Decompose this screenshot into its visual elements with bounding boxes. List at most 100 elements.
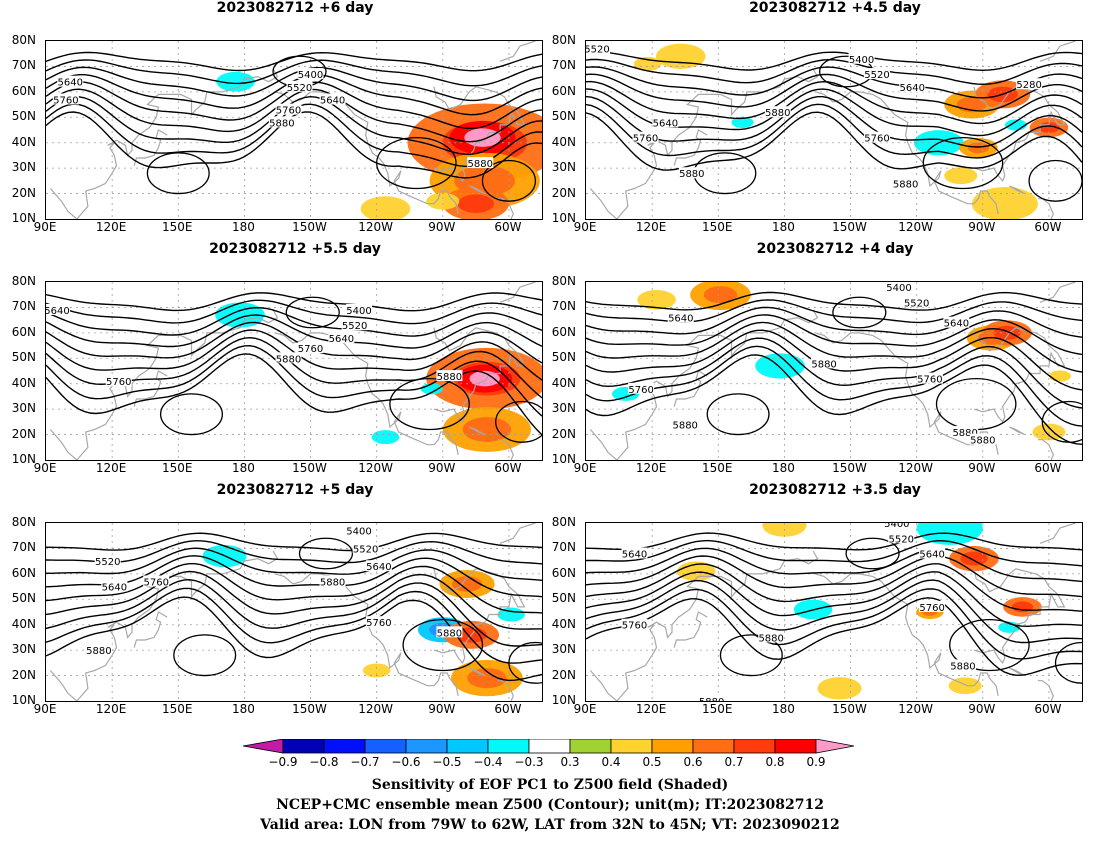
colorbar-swatch [733,738,776,754]
contour-line [46,596,542,682]
shading-area [360,196,411,219]
contour-label-bg [943,316,970,328]
contour-label-bg [758,631,785,643]
contour-label-bg [672,418,699,430]
lat-tick-label: 80N [11,274,36,288]
contour-label: 5880 [952,428,977,439]
map-plot-area: 5400 5520 5520 5640 5640 5760 5880 5760 5880 5880 [45,522,543,702]
contour-label-bg [286,80,313,92]
colorbar-swatch [364,738,407,754]
coastline [497,198,514,219]
contour-label-bg [952,426,979,438]
coastline [499,282,536,303]
contour-label: 5760 [864,134,889,145]
coastline [497,439,514,460]
caption-line-1: Sensitivity of EOF PC1 to Z500 field (Sh… [371,777,729,793]
contour-label: 5880 [893,179,918,190]
coastline [673,129,708,166]
coastline [275,332,459,456]
contour-label-bg [916,372,943,384]
map-plot-area: 5520 5400 5520 5640 5280 5640 5880 5760 5760 5880… [585,40,1083,220]
lat-tick-label: 30N [551,401,576,416]
shading-area [971,186,1038,219]
shading-core [457,194,495,213]
lat-tick-label: 70N [551,540,576,555]
contour-label: 5520 [287,83,312,94]
lon-tick-label: 90W [428,220,456,234]
contour-label: 5880 [276,354,301,365]
closed-contour [495,400,542,443]
lon-tick-label: 150W [832,702,867,716]
contour-label-bg [863,131,890,143]
contour-label: 5640 [102,583,127,594]
coastline [1008,667,1026,677]
contour-line [46,111,542,179]
contour-label: 5880 [758,633,783,644]
contour-label-bg [969,433,996,445]
lat-tick-label: 50N [11,591,36,606]
contour-line [46,532,542,552]
lat-tick-label: 40N [551,616,576,631]
contour-label: 5760 [143,577,168,588]
contour-label: 5760 [628,385,653,396]
coastline [673,370,708,407]
contour-label-bg [275,352,302,364]
contour-label-bg [949,659,976,671]
contour-label-bg [436,370,463,382]
coastline [499,41,536,62]
lat-tick-label: 80N [11,515,36,529]
contour-label-bg [57,75,84,87]
coastline [1037,198,1054,219]
colorbar-swatch [569,738,612,754]
contour-label: 5880 [672,420,697,431]
lon-tick-label: 120E [95,461,127,475]
contour-label-bg [297,68,324,80]
lat-tick-label: 60N [551,83,576,98]
contour-line [586,80,1082,125]
contour-line [46,314,542,349]
lat-tick-label: 10N [551,211,576,225]
panel-title: 2023082712 +6 day [216,0,374,16]
lat-tick-label: 80N [551,33,576,47]
lat-tick-label: 50N [11,109,36,124]
coastline [468,667,486,677]
lon-tick-label: 120E [635,220,667,234]
contour-line [586,58,1082,86]
contour-line [46,321,542,364]
lon-tick-label: 150E [702,461,733,475]
lat-tick-label: 20N [11,667,36,682]
contour-label-bg [365,560,392,572]
coastline [133,370,168,407]
colorbar-swatch [446,738,489,754]
contour-label: 5640 [900,83,925,94]
contour-label: 5880 [437,372,462,383]
coastline [973,327,1066,424]
shading-area [731,116,754,128]
contour-label-bg [621,618,648,630]
contour-label: 5880 [679,169,704,180]
shading-area [262,310,302,330]
contour-label: 5880 [811,359,836,370]
panel-title: 2023082712 +5 day [216,482,374,498]
shading-core [703,286,738,304]
contour-label: 5640 [944,319,969,330]
closed-contour [508,641,542,684]
lon-tick-label: 180 [231,461,255,475]
panel-title: 2023082712 +4.5 day [749,0,921,16]
colorbar-tick-label: 0.8 [765,755,785,769]
contour-label: 5640 [329,334,354,345]
contour-line [586,588,1082,660]
closed-contour [402,618,484,672]
caption-line-2: NCEP+CMC ensemble mean Z500 (Contour); u… [276,797,824,813]
colorbar-swatch [692,738,735,754]
contour-label-bg [328,331,355,343]
contour-label: 5520 [864,70,889,81]
lon-tick-label: 120E [95,702,127,716]
closed-contour [389,377,470,431]
contour-line [46,51,542,72]
map-panel-3: 2023082712 +5.5 day 5640 5400 5520 5640 5760… [0,241,544,477]
contour-label: 5880 [765,108,790,119]
contour-label: 5880 [970,436,995,447]
